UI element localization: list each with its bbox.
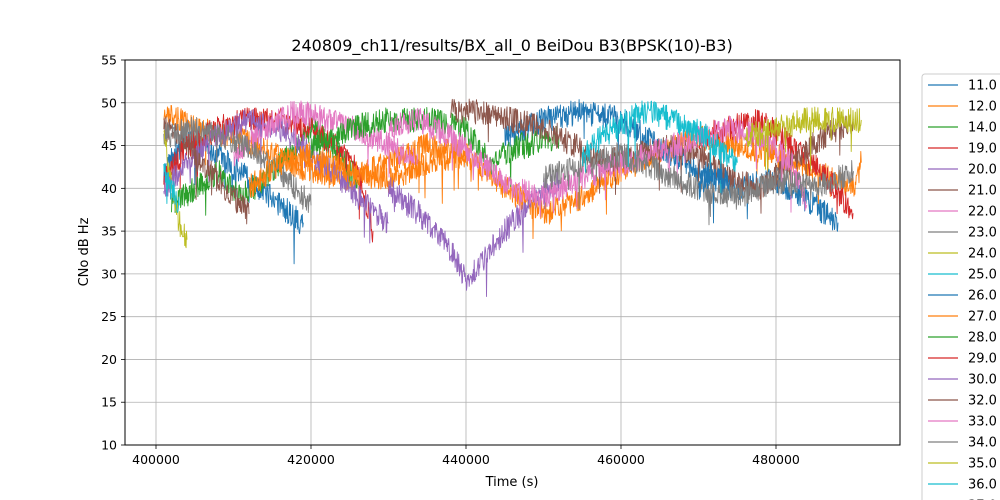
chart-title: 240809_ch11/results/BX_all_0 BeiDou B3(B… (291, 36, 732, 56)
legend-label: 27.0 (968, 310, 997, 325)
legend-item: 21.0 (928, 184, 997, 199)
x-tick-label: 480000 (752, 452, 800, 467)
legend-item: 26.0 (928, 289, 997, 304)
y-tick-label: 15 (101, 395, 117, 410)
legend-label: 22.0 (968, 205, 997, 220)
legend-label: 14.0 (968, 121, 997, 136)
series-line-20-0 (163, 108, 389, 244)
y-tick-label: 45 (101, 138, 117, 153)
legend-label: 26.0 (968, 289, 997, 304)
legend: 11.0 12.0 14.0 19.0 20.0 21.0 22.0 23.0 24.0 25.0… (921, 73, 1000, 500)
legend-item: 37.0 (968, 499, 997, 500)
legend-label: 32.0 (968, 394, 997, 409)
legend-item: 25.0 (928, 268, 997, 283)
legend-item: 11.0 (928, 79, 997, 94)
series-line-30-0 (388, 171, 560, 297)
x-axis-label: Time (s) (485, 475, 539, 490)
legend-label: 20.0 (968, 163, 997, 178)
series-line-37-0 (698, 162, 730, 200)
legend-label: 28.0 (968, 331, 997, 346)
y-tick-label: 25 (101, 309, 117, 324)
series-lines (163, 98, 862, 297)
series-line-25-0 (163, 163, 180, 213)
legend-item: 12.0 (928, 100, 997, 115)
series-line-23-0 (163, 116, 312, 213)
legend-item: 20.0 (928, 163, 997, 178)
legend-item: 14.0 (928, 121, 997, 136)
legend-label: 25.0 (968, 268, 997, 283)
legend-item: 30.0 (928, 373, 997, 388)
legend-label: 21.0 (968, 184, 997, 199)
series-line-33-0 (388, 107, 808, 218)
y-axis-ticks: 10 15 20 25 30 35 40 45 50 55 (101, 53, 125, 453)
legend-label: 29.0 (968, 352, 997, 367)
legend-label: 34.0 (968, 436, 997, 451)
legend-label: 35.0 (968, 457, 997, 472)
legend-item: 29.0 (928, 352, 997, 367)
legend-item: 33.0 (928, 415, 997, 430)
legend-label: 37.0 (968, 499, 997, 500)
y-tick-label: 35 (101, 224, 117, 239)
legend-label: 11.0 (968, 79, 997, 94)
legend-item: 36.0 (928, 478, 997, 493)
x-tick-label: 460000 (597, 452, 645, 467)
legend-item: 22.0 (928, 205, 997, 220)
legend-item: 32.0 (928, 394, 997, 409)
legend-label: 23.0 (968, 226, 997, 241)
y-tick-label: 50 (101, 95, 117, 110)
legend-label: 33.0 (968, 415, 997, 430)
plot-area (124, 59, 901, 446)
y-tick-label: 10 (101, 438, 117, 453)
legend-item: 27.0 (928, 310, 997, 325)
legend-label: 19.0 (968, 142, 997, 157)
legend-label: 36.0 (968, 478, 997, 493)
y-tick-label: 55 (101, 53, 117, 68)
x-axis-ticks: 400000 420000 440000 460000 480000 (132, 445, 800, 467)
legend-item: 34.0 (928, 436, 997, 451)
legend-item: 23.0 (928, 226, 997, 241)
legend-item: 28.0 (928, 331, 997, 346)
legend-label: 24.0 (968, 247, 997, 262)
legend-frame (921, 73, 1000, 500)
legend-label: 30.0 (968, 373, 997, 388)
x-tick-label: 420000 (287, 452, 335, 467)
legend-item: 19.0 (928, 142, 997, 157)
plot-frame (124, 59, 901, 446)
y-tick-label: 40 (101, 181, 117, 196)
y-axis-label: CNo dB Hz (77, 217, 92, 286)
legend-item: 35.0 (928, 457, 997, 472)
legend-label: 12.0 (968, 100, 997, 115)
y-tick-label: 30 (101, 266, 117, 281)
y-tick-label: 20 (101, 352, 117, 367)
x-tick-label: 440000 (442, 452, 490, 467)
series-line-34-0 (543, 142, 854, 226)
series-line-36-0 (581, 100, 738, 193)
legend-item: 24.0 (928, 247, 997, 262)
x-tick-label: 400000 (132, 452, 180, 467)
series-line-35-0 (744, 106, 862, 172)
legend-items: 11.0 12.0 14.0 19.0 20.0 21.0 22.0 23.0 24.0 25.0… (928, 79, 997, 500)
series-line-27-0 (248, 142, 467, 204)
